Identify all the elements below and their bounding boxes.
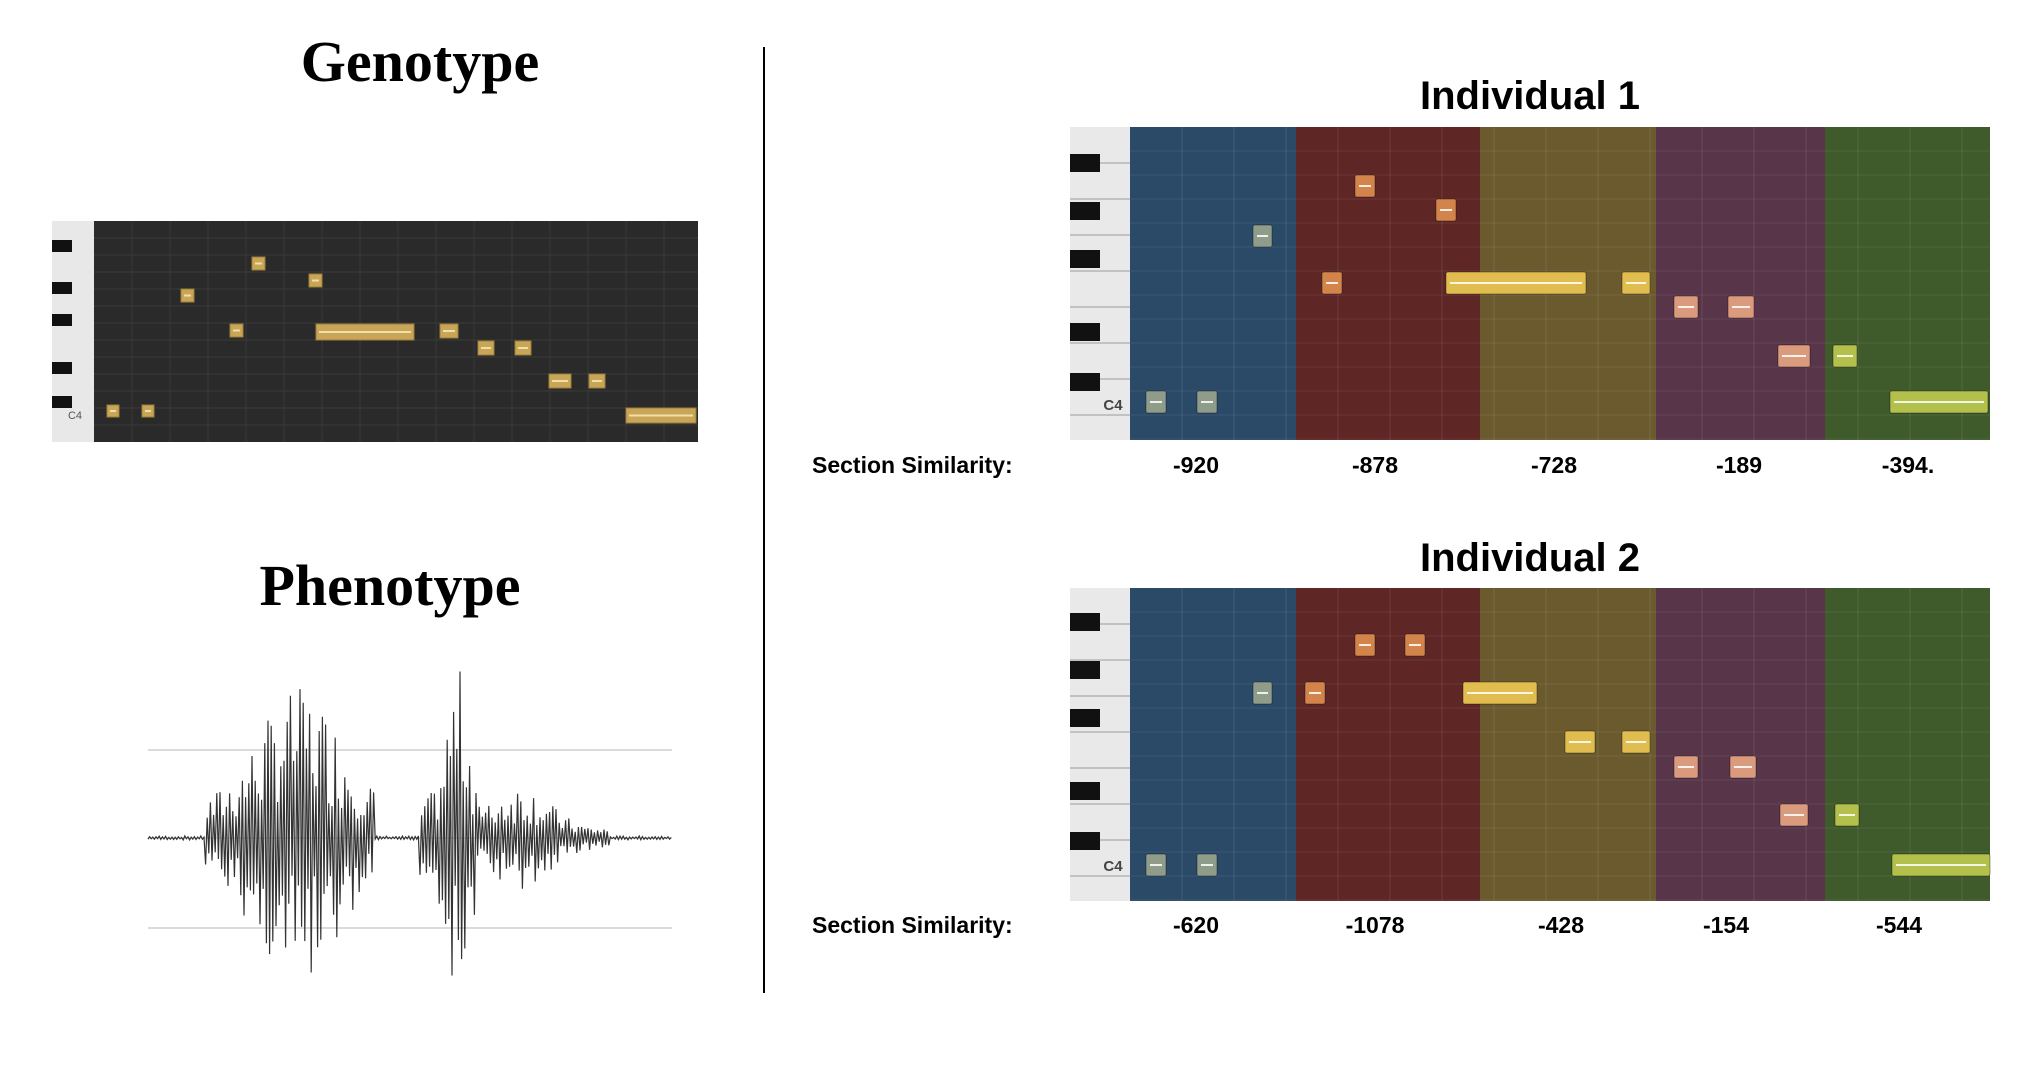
- notes: [1145, 633, 1991, 877]
- section-band: [1130, 588, 1296, 901]
- waveform-line: [147, 671, 672, 976]
- c4-label: C4: [1103, 397, 1123, 414]
- genotype-piano-roll: C4: [52, 221, 698, 442]
- individual-1-title: Individual 1: [1419, 74, 1641, 118]
- similarity-value: -620: [1172, 912, 1220, 938]
- notes: [1145, 174, 1989, 414]
- similarity-value: -878: [1351, 452, 1399, 478]
- black-key: [52, 362, 72, 374]
- piano-keys: [1070, 588, 1130, 901]
- black-key: [1070, 782, 1100, 800]
- black-key: [1070, 661, 1100, 679]
- keyboard: C4: [1070, 127, 1130, 440]
- section-band: [1825, 127, 1990, 440]
- black-key: [1070, 250, 1100, 268]
- grid-lines: [1130, 588, 1990, 901]
- section-band: [1130, 127, 1296, 440]
- similarity-value: -920: [1172, 452, 1220, 478]
- similarity-value: -1078: [1345, 912, 1405, 938]
- similarity-value: -189: [1715, 452, 1763, 478]
- keyboard: C4: [1070, 588, 1130, 901]
- phenotype-waveform: [147, 671, 672, 976]
- similarity-value: -728: [1530, 452, 1578, 478]
- black-key: [1070, 373, 1100, 391]
- similarity-value: -544: [1875, 912, 1923, 938]
- black-key: [1070, 323, 1100, 341]
- c4-label: C4: [1103, 858, 1123, 875]
- similarity-value: -394.: [1881, 452, 1935, 478]
- piano-key-lines: [1070, 613, 1130, 877]
- individual-2-piano-roll: C4: [1070, 588, 1991, 901]
- vertical-divider: [763, 47, 765, 993]
- section-band: [1825, 588, 1990, 901]
- piano-keys: [1070, 127, 1130, 440]
- similarity-label-1: Section Similarity:: [812, 452, 1013, 478]
- piano-keys: [52, 221, 94, 442]
- genotype-title: Genotype: [300, 29, 540, 94]
- individual-2-title: Individual 2: [1419, 536, 1641, 580]
- similarity-value: -154: [1702, 912, 1750, 938]
- section-band: [1656, 127, 1825, 440]
- section-bands: [1130, 588, 1990, 901]
- black-key: [1070, 613, 1100, 631]
- phenotype-title: Phenotype: [259, 553, 521, 618]
- c4-label: C4: [68, 410, 82, 422]
- section-band: [1656, 588, 1825, 901]
- genotype-keyboard: C4: [52, 221, 94, 442]
- similarity-value: -428: [1537, 912, 1585, 938]
- individual-1-piano-roll: C4: [1070, 127, 1990, 440]
- piano-key-lines: [1070, 154, 1130, 416]
- black-key: [52, 314, 72, 326]
- black-key: [1070, 832, 1100, 850]
- black-key: [52, 240, 72, 252]
- black-key: [1070, 154, 1100, 172]
- black-key: [52, 282, 72, 294]
- grid-lines: [1130, 127, 1990, 440]
- black-key: [52, 396, 72, 408]
- similarity-label-2: Section Similarity:: [812, 912, 1013, 938]
- black-key: [1070, 202, 1100, 220]
- section-band: [1296, 588, 1480, 901]
- genotype-notes: [106, 256, 697, 424]
- piano-key-lines: [52, 240, 72, 408]
- black-key: [1070, 709, 1100, 727]
